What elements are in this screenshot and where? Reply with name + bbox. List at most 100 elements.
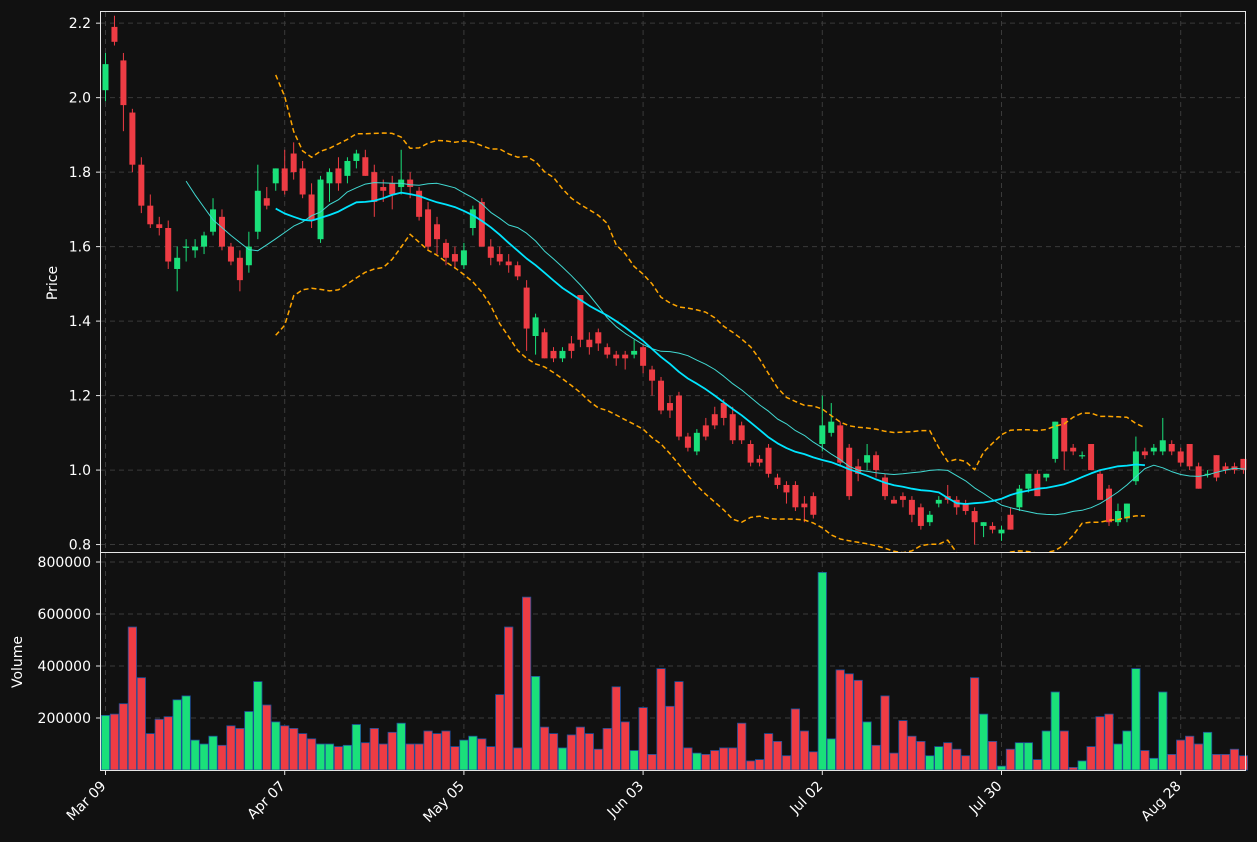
volume-bar (244, 711, 254, 771)
candle-body (380, 187, 387, 191)
candle (550, 347, 557, 363)
candle-body (666, 403, 673, 411)
candle-body (962, 503, 969, 512)
candle (873, 451, 880, 478)
candle-body (281, 168, 288, 191)
volume-bar (486, 746, 496, 771)
volume-bar (799, 730, 809, 771)
volume-bar (324, 743, 335, 771)
candle (1034, 470, 1041, 497)
candle-body (478, 201, 485, 247)
volume-bar (109, 713, 120, 771)
volume-bar (970, 677, 980, 771)
candle-body (559, 350, 566, 359)
volume-bars (100, 572, 1249, 771)
candle-body (1088, 444, 1095, 471)
candle-body (362, 157, 369, 176)
candle (1240, 458, 1247, 474)
candle-body (828, 421, 835, 433)
volume-bar (1131, 668, 1141, 771)
candle (1168, 440, 1175, 456)
candle-body (299, 168, 306, 195)
candle-body (711, 414, 718, 426)
candle (425, 201, 432, 251)
candle-body (183, 246, 190, 248)
volume-bar (208, 735, 218, 771)
volume-bar (172, 699, 182, 771)
candle-body (1123, 503, 1130, 519)
volume-bar (1077, 760, 1087, 771)
volume-bar (333, 746, 344, 771)
candle (299, 160, 306, 199)
candle (559, 347, 566, 363)
volume-bar (781, 755, 792, 771)
candle-body (1061, 417, 1068, 452)
candle (138, 157, 145, 214)
candle-body (604, 347, 611, 355)
volume-bar (710, 750, 720, 771)
volume-bar (754, 759, 765, 771)
volume-bar (226, 725, 236, 771)
volume-bar (907, 735, 917, 771)
volume-bar (844, 673, 854, 771)
candle-body (550, 350, 557, 359)
candle-body (1186, 444, 1193, 467)
candle-body (210, 209, 217, 232)
candle (882, 473, 889, 500)
volume-bar (728, 747, 738, 771)
volume-bar (387, 731, 397, 771)
candle (245, 231, 252, 273)
candle-body (899, 496, 906, 500)
volume-bar (306, 738, 317, 771)
candle-body (675, 395, 682, 437)
candle (828, 403, 835, 437)
candle-body (846, 447, 853, 497)
volume-bar (1238, 755, 1249, 771)
candle (362, 149, 369, 176)
volume-bar (1104, 713, 1114, 771)
candle (523, 280, 530, 351)
candle (120, 52, 127, 132)
volume-bar (441, 730, 451, 771)
price-tick-label: 0.8 (69, 538, 91, 554)
candle (514, 261, 521, 281)
candle-body (460, 250, 467, 266)
candle (227, 242, 234, 266)
candle-body (1079, 455, 1086, 457)
volume-bar (414, 743, 424, 771)
volume-bar (1140, 750, 1150, 771)
volume-bar (665, 705, 675, 771)
candle (263, 187, 270, 210)
candle (971, 507, 978, 545)
candle-body (263, 198, 270, 206)
candle (666, 395, 673, 418)
candle (756, 455, 763, 467)
candle (111, 15, 118, 46)
volume-bar (1158, 691, 1168, 771)
volume-bar (817, 572, 827, 771)
candle (792, 481, 799, 512)
candle-body (102, 64, 109, 91)
volume-bar (1149, 757, 1159, 771)
candle-body (613, 354, 620, 359)
volume-bar (315, 743, 326, 771)
volume-bar (943, 742, 953, 771)
candle (801, 496, 808, 523)
candle-body (1222, 466, 1229, 471)
candle-body (1132, 451, 1139, 482)
candle (201, 231, 208, 255)
candle-body (998, 529, 1005, 534)
candle-body (971, 511, 978, 523)
volume-bar (952, 748, 962, 771)
candle-body (586, 339, 593, 348)
candle (819, 395, 826, 452)
candle (353, 149, 360, 169)
candle (1043, 473, 1050, 482)
candle (192, 239, 199, 258)
volume-bar (235, 728, 245, 771)
candle (451, 246, 458, 269)
candle-body (129, 112, 136, 165)
volume-bar (513, 747, 523, 771)
candle-body (514, 265, 521, 277)
volume-bar (898, 720, 908, 771)
